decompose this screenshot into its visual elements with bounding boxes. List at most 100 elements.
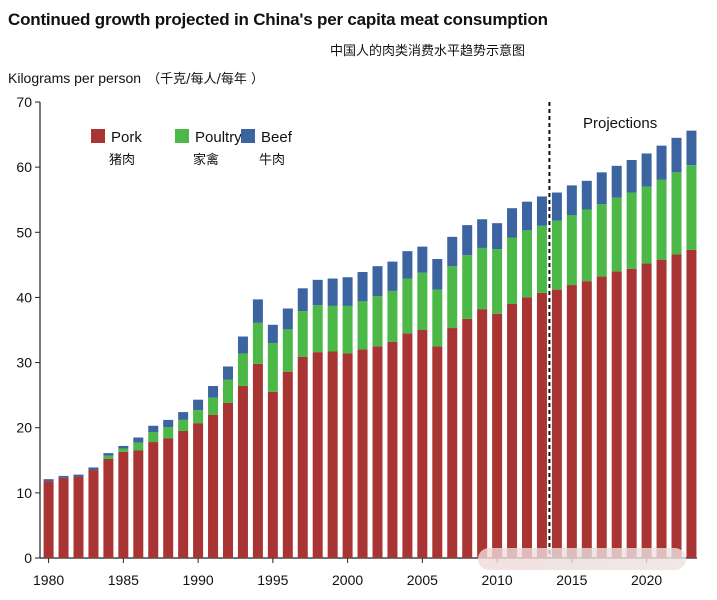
bar-beef-2022 (671, 137, 682, 173)
y-tick-label: 20 (16, 420, 32, 436)
bar-pork-1993 (237, 386, 248, 558)
bar-beef-1989 (178, 412, 189, 420)
bar-pork-2008 (462, 318, 473, 558)
x-tick-label: 2020 (631, 572, 662, 588)
legend-label-cn-pork: 猪肉 (109, 153, 135, 168)
bar-beef-1998 (312, 279, 323, 306)
bar-poultry-2006 (432, 289, 443, 347)
bar-pork-1985 (118, 451, 129, 558)
bar-beef-1982 (73, 474, 84, 477)
bar-pork-2012 (522, 297, 532, 558)
bar-poultry-2004 (402, 278, 413, 334)
bar-beef-1980 (43, 479, 54, 482)
bar-beef-2000 (342, 277, 353, 306)
bar-pork-1995 (267, 391, 278, 558)
bar-beef-2002 (372, 266, 383, 297)
bar-pork-2013 (536, 292, 547, 558)
bar-poultry-1989 (178, 419, 189, 431)
bar-pork-1996 (282, 371, 293, 558)
bar-poultry-2020 (641, 186, 652, 264)
bar-pork-1994 (252, 363, 263, 558)
bar-pork-1983 (88, 470, 99, 558)
bar-beef-1985 (118, 445, 129, 449)
bar-beef-1996 (282, 308, 293, 330)
bar-pork-2001 (357, 349, 368, 558)
bar-poultry-1992 (223, 379, 233, 403)
bar-pork-1989 (178, 430, 189, 558)
legend-swatch-poultry (175, 129, 189, 143)
bar-pork-2021 (656, 259, 667, 558)
bar-pork-2009 (477, 309, 488, 558)
bar-pork-2011 (507, 303, 518, 558)
bar-beef-2019 (626, 159, 637, 193)
bar-beef-2007 (447, 236, 458, 267)
bar-beef-1986 (133, 437, 144, 443)
bar-beef-2003 (387, 261, 398, 291)
bar-beef-1987 (148, 425, 159, 433)
bar-pork-1988 (163, 438, 174, 558)
bar-poultry-2010 (492, 249, 503, 314)
y-tick-label: 70 (16, 94, 32, 110)
bar-poultry-2002 (372, 296, 383, 347)
bar-beef-1991 (208, 386, 219, 398)
bar-beef-1995 (267, 324, 278, 344)
bar-beef-2018 (611, 165, 622, 198)
bar-poultry-2014 (551, 220, 562, 290)
bar-pork-2005 (417, 330, 428, 558)
bar-beef-2013 (536, 196, 547, 226)
x-tick-label: 2015 (556, 572, 587, 588)
bar-poultry-2003 (387, 290, 398, 342)
bar-pork-2000 (342, 353, 353, 558)
bar-beef-2006 (432, 258, 443, 290)
bar-poultry-1994 (252, 322, 263, 364)
x-tick-label: 1985 (108, 572, 139, 588)
bar-poultry-1995 (267, 343, 278, 392)
legend-label-poultry: Poultry (195, 129, 242, 146)
bar-beef-2017 (596, 172, 607, 205)
bar-pork-2010 (492, 313, 503, 558)
bar-beef-1992 (223, 366, 233, 380)
bar-pork-2006 (432, 346, 443, 558)
bar-poultry-1991 (208, 397, 219, 415)
bar-poultry-1990 (193, 410, 204, 424)
bar-pork-2015 (566, 285, 577, 558)
bar-pork-1990 (193, 423, 204, 558)
bar-beef-1993 (237, 336, 248, 354)
bar-pork-2007 (447, 328, 458, 558)
bar-pork-1991 (208, 414, 219, 558)
bar-beef-2011 (507, 208, 518, 238)
y-axis-label-en: Kilograms per person (8, 70, 142, 86)
bar-pork-1987 (148, 442, 159, 558)
bar-beef-2016 (581, 180, 592, 210)
projection-label: Projections (583, 115, 657, 132)
x-tick-label: 2000 (332, 572, 363, 588)
bar-poultry-2007 (447, 266, 458, 329)
bar-beef-2012 (522, 201, 532, 231)
chart-subtitle: 中国人的肉类消费水平趋势示意图 (330, 44, 526, 59)
bar-pork-1999 (327, 351, 338, 558)
bar-beef-1983 (88, 467, 99, 471)
bar-beef-1984 (103, 453, 114, 456)
bar-beef-2005 (417, 246, 428, 273)
bar-poultry-2015 (566, 215, 577, 286)
x-tick-label: 2010 (482, 572, 513, 588)
bar-beef-1988 (163, 419, 174, 428)
watermark-blur (478, 548, 686, 570)
bar-poultry-2000 (342, 305, 353, 354)
bar-poultry-2018 (611, 197, 622, 272)
bar-pork-2004 (402, 333, 413, 558)
bar-beef-2023 (686, 130, 697, 166)
bar-pork-2002 (372, 346, 383, 558)
bar-poultry-2012 (522, 230, 532, 298)
bar-beef-1997 (297, 288, 308, 312)
legend-label-beef: Beef (261, 129, 293, 146)
x-tick-label: 1990 (183, 572, 214, 588)
bar-pork-1986 (133, 450, 144, 558)
bar-poultry-2005 (417, 272, 428, 330)
bar-poultry-2016 (581, 209, 592, 282)
y-tick-label: 30 (16, 355, 32, 371)
bar-poultry-1997 (297, 311, 308, 357)
y-tick-label: 50 (16, 224, 32, 240)
bar-poultry-2009 (477, 247, 488, 310)
y-tick-label: 10 (16, 485, 32, 501)
